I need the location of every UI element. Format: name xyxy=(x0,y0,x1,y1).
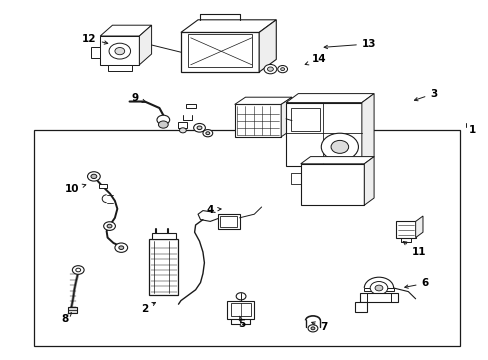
Bar xyxy=(151,233,176,239)
Polygon shape xyxy=(300,157,373,164)
Circle shape xyxy=(264,64,276,74)
Circle shape xyxy=(369,282,387,294)
Circle shape xyxy=(236,293,245,300)
Polygon shape xyxy=(415,216,422,238)
Polygon shape xyxy=(259,20,276,72)
Circle shape xyxy=(205,132,209,135)
Polygon shape xyxy=(281,97,291,137)
Bar xyxy=(107,65,132,71)
Bar xyxy=(364,288,393,291)
Bar xyxy=(354,302,366,312)
Circle shape xyxy=(197,126,202,130)
Polygon shape xyxy=(234,97,291,104)
Text: 4: 4 xyxy=(206,204,221,215)
Circle shape xyxy=(158,121,168,128)
Bar xyxy=(300,164,364,205)
Circle shape xyxy=(115,243,127,252)
Bar xyxy=(34,130,459,346)
Bar xyxy=(100,36,139,65)
Circle shape xyxy=(179,128,186,133)
Bar xyxy=(91,47,100,58)
Bar xyxy=(360,293,397,302)
Polygon shape xyxy=(285,94,373,103)
Bar xyxy=(290,108,320,131)
Polygon shape xyxy=(139,25,151,65)
Bar xyxy=(178,122,187,128)
Text: 10: 10 xyxy=(65,184,85,194)
Circle shape xyxy=(203,130,212,137)
Text: 12: 12 xyxy=(82,34,107,44)
Bar xyxy=(231,303,250,316)
Bar xyxy=(181,32,259,72)
Bar xyxy=(234,104,281,137)
Circle shape xyxy=(107,224,112,228)
Text: 7: 7 xyxy=(311,321,327,332)
Circle shape xyxy=(157,115,169,125)
Circle shape xyxy=(280,68,284,71)
Circle shape xyxy=(76,268,81,272)
Polygon shape xyxy=(100,25,151,36)
Bar xyxy=(395,221,415,238)
Polygon shape xyxy=(364,157,373,205)
Bar xyxy=(99,184,106,188)
Bar xyxy=(285,103,361,166)
Circle shape xyxy=(115,48,124,55)
Circle shape xyxy=(321,133,358,161)
Circle shape xyxy=(374,285,382,291)
Text: 14: 14 xyxy=(305,54,326,65)
Circle shape xyxy=(91,174,97,179)
Bar xyxy=(149,239,178,295)
Circle shape xyxy=(330,140,348,153)
Bar xyxy=(227,301,254,319)
Text: 2: 2 xyxy=(141,302,155,314)
Circle shape xyxy=(193,123,205,132)
Polygon shape xyxy=(181,20,276,32)
Circle shape xyxy=(103,222,115,230)
Circle shape xyxy=(87,172,100,181)
Text: 13: 13 xyxy=(324,39,376,49)
Text: 11: 11 xyxy=(403,242,426,257)
Bar xyxy=(188,34,251,67)
Polygon shape xyxy=(361,94,373,166)
Circle shape xyxy=(72,266,84,274)
Circle shape xyxy=(109,43,130,59)
Circle shape xyxy=(310,327,314,330)
Text: 8: 8 xyxy=(61,313,71,324)
Bar xyxy=(220,216,237,227)
Circle shape xyxy=(119,246,123,249)
Circle shape xyxy=(267,67,273,71)
Text: 9: 9 xyxy=(132,93,145,103)
Bar xyxy=(217,214,239,229)
Circle shape xyxy=(307,325,317,332)
Bar xyxy=(68,307,77,313)
Text: 3: 3 xyxy=(413,89,437,101)
Text: 6: 6 xyxy=(404,278,428,288)
Text: 5: 5 xyxy=(238,316,245,329)
Text: 1: 1 xyxy=(468,125,475,135)
Circle shape xyxy=(277,66,287,73)
Bar xyxy=(185,104,195,108)
